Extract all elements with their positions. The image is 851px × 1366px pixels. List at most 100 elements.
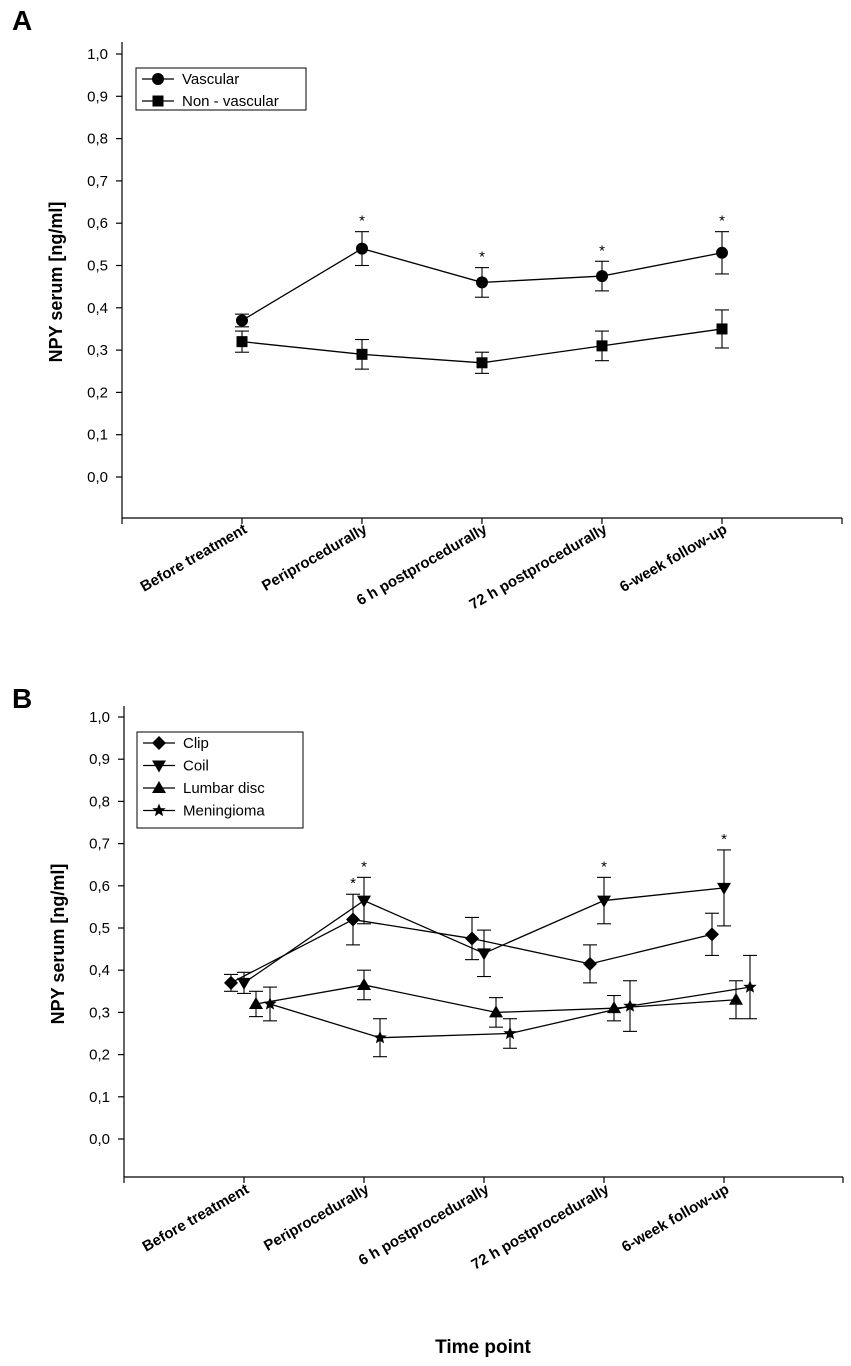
y-tick-label: 0,1 xyxy=(89,1089,110,1106)
y-tick-label: 0,3 xyxy=(89,1004,110,1021)
x-tick-label: 6-week follow-up xyxy=(619,1181,732,1256)
y-tick-label: 0,4 xyxy=(89,962,110,979)
y-tick-label: 0,6 xyxy=(87,215,108,232)
legend-box xyxy=(135,67,307,111)
data-point xyxy=(356,348,368,360)
significance-marker: * xyxy=(479,249,485,266)
chart-panel-b: 1,0 0,9 0,8 0,7 0,6 0,5 0,4 0,3 0,2 0,1 0,0 Before … xyxy=(48,706,844,1273)
data-point xyxy=(729,992,743,1005)
data-point xyxy=(356,242,368,255)
series-meningioma xyxy=(263,954,757,1058)
data-point xyxy=(263,997,277,1010)
y-tick-label: 0,4 xyxy=(87,300,108,317)
significance-marker: * xyxy=(721,831,727,848)
legend-label: Coil xyxy=(183,758,209,775)
data-point xyxy=(224,975,238,990)
legend: Vascular Non - vascular xyxy=(135,67,307,111)
data-point xyxy=(373,1030,387,1044)
data-point xyxy=(236,314,248,327)
y-tick-label: 0,3 xyxy=(87,342,108,359)
legend-box xyxy=(136,731,304,829)
legend-item: Coil xyxy=(143,758,209,775)
significance-marker: * xyxy=(350,875,356,892)
series-vascular: * * * * xyxy=(235,213,729,328)
y-tick-label: 0,8 xyxy=(87,131,108,148)
y-tick-label: 0,7 xyxy=(89,836,110,853)
significance-marker: * xyxy=(601,858,607,875)
y-axis-label: NPY serum [ng/ml] xyxy=(48,864,68,1025)
data-point xyxy=(236,336,248,348)
data-point xyxy=(743,980,757,993)
data-point xyxy=(357,977,371,990)
x-tick-label: Before treatment xyxy=(138,521,250,596)
data-point xyxy=(596,270,608,283)
series-clip: * xyxy=(224,875,719,992)
significance-marker: * xyxy=(599,242,605,259)
legend-label: Meningioma xyxy=(183,803,265,820)
y-tick-label: 1,0 xyxy=(89,709,110,726)
y-tick-label: 0,6 xyxy=(89,878,110,895)
legend-marker xyxy=(152,736,166,750)
legend-label: Vascular xyxy=(182,71,239,88)
y-tick-label: 0,5 xyxy=(89,920,110,937)
data-point xyxy=(716,246,728,259)
data-point xyxy=(489,1005,503,1018)
legend-marker xyxy=(152,781,166,793)
series-coil: * * * xyxy=(237,831,731,994)
data-point xyxy=(346,912,360,927)
significance-marker: * xyxy=(719,213,725,230)
significance-marker: * xyxy=(361,858,367,875)
data-point xyxy=(476,276,488,289)
legend-label: Lumbar disc xyxy=(183,780,265,797)
data-point xyxy=(623,999,637,1012)
legend-label: Clip xyxy=(183,735,209,752)
data-point xyxy=(583,956,597,971)
y-tick-label: 0,1 xyxy=(87,427,108,444)
y-tick-label: 0,2 xyxy=(89,1047,110,1064)
data-point xyxy=(597,895,611,908)
panel-label-b: B xyxy=(12,683,32,714)
legend-item: Vascular xyxy=(142,71,239,88)
x-tick-label: 6-week follow-up xyxy=(617,521,730,596)
legend-item: Clip xyxy=(143,735,209,752)
x-tick-label: Before treatment xyxy=(140,1181,252,1256)
data-point xyxy=(596,340,608,352)
panel-label-a: A xyxy=(12,5,32,36)
data-point xyxy=(357,895,371,908)
legend-item: Non - vascular xyxy=(142,93,279,110)
data-point xyxy=(465,931,479,946)
y-tick-label: 0,7 xyxy=(87,173,108,190)
y-tick-label: 0,8 xyxy=(89,793,110,810)
legend-marker xyxy=(152,803,166,817)
data-point xyxy=(237,977,251,990)
chart-panel-a: 1,0 0,9 0,8 0,7 0,6 0,5 0,4 0,3 0,2 0,1 0,0 Before … xyxy=(46,42,843,613)
y-axis-label: NPY serum [ng/ml] xyxy=(46,202,66,363)
data-point xyxy=(717,882,731,895)
legend-marker xyxy=(152,95,164,107)
legend-item: Meningioma xyxy=(143,803,265,820)
data-point xyxy=(477,948,491,961)
series-lumbar-disc xyxy=(249,969,743,1028)
legend-marker xyxy=(152,760,166,773)
data-point xyxy=(705,927,719,942)
y-tick-label: 0,0 xyxy=(87,469,108,486)
y-tick-label: 1,0 xyxy=(87,46,108,63)
significance-marker: * xyxy=(359,213,365,230)
data-point xyxy=(249,996,263,1009)
y-tick-label: 0,0 xyxy=(89,1131,110,1148)
legend: Clip Coil Lumbar disc Meningioma xyxy=(136,731,304,829)
legend-label: Non - vascular xyxy=(182,93,279,110)
x-axis-label: Time point xyxy=(435,1337,531,1358)
x-tick-label: Periprocedurally xyxy=(259,520,371,594)
y-tick-label: 0,2 xyxy=(87,384,108,401)
y-tick-label: 0,9 xyxy=(89,751,110,768)
legend-item: Lumbar disc xyxy=(143,780,265,797)
legend-marker xyxy=(152,73,164,85)
y-tick-label: 0,9 xyxy=(87,88,108,105)
y-tick-label: 0,5 xyxy=(87,258,108,275)
data-point xyxy=(503,1026,517,1040)
data-point xyxy=(476,357,488,369)
x-tick-label: Periprocedurally xyxy=(261,1180,373,1254)
data-point xyxy=(716,323,728,335)
